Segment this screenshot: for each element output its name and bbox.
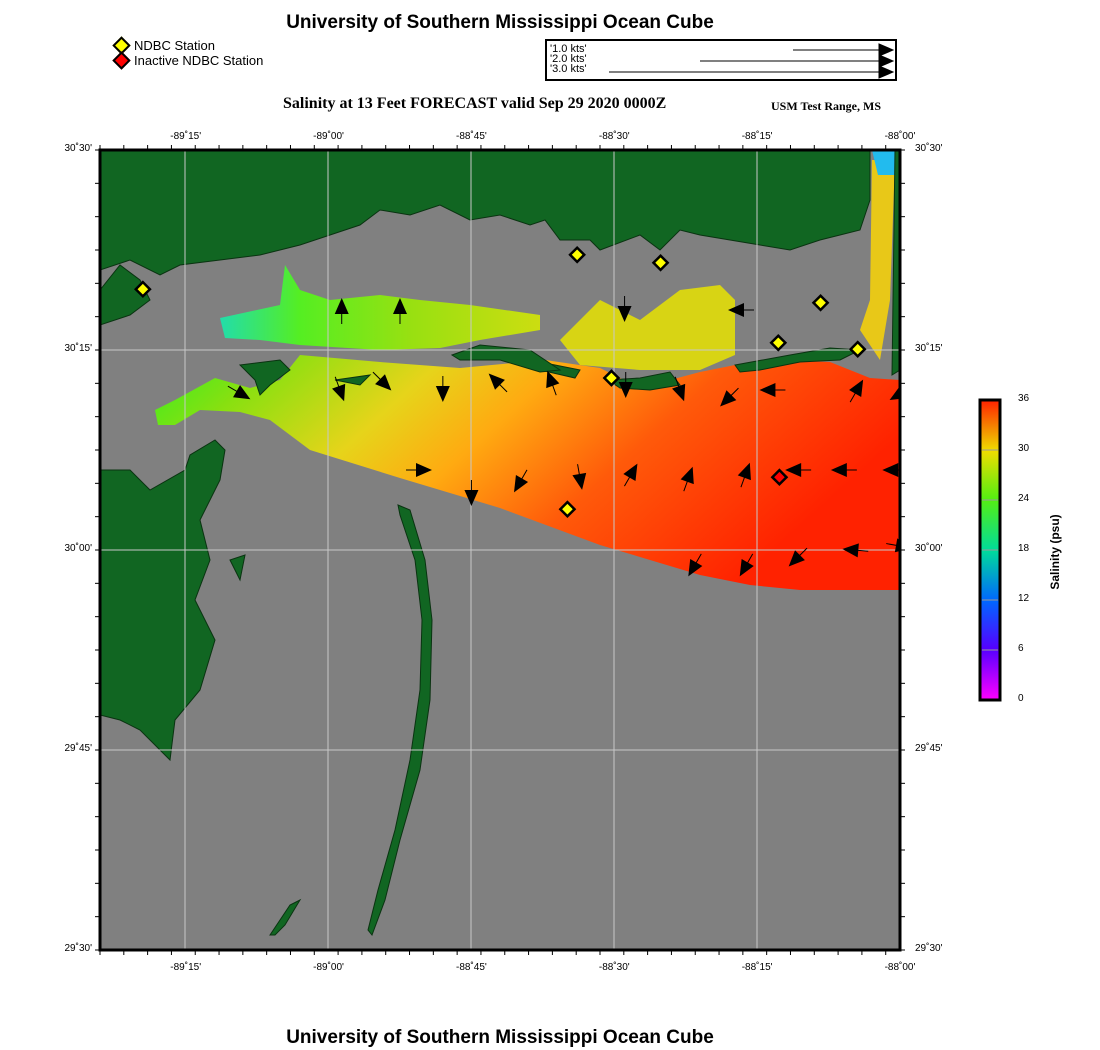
lat-label-right: 30˚30' (915, 143, 943, 154)
current-arrow (334, 298, 349, 324)
lat-label-left: 30˚30' (64, 143, 93, 154)
current-arrow (737, 462, 751, 488)
salinity-field (155, 355, 900, 590)
lat-label-right: 29˚30' (915, 943, 943, 954)
map-subtitle: Salinity at 13 Feet FORECAST valid Sep 2… (283, 95, 667, 112)
current-arrow (785, 463, 812, 477)
current-arrow (393, 298, 407, 324)
ndbc-station-marker[interactable] (769, 333, 788, 352)
colorbar-tick-label: 0 (1018, 693, 1024, 704)
scale-label-2: '2.0 kts' (550, 53, 587, 65)
current-arrow (830, 463, 857, 477)
axis-ticks (95, 145, 905, 955)
lat-label-right: 30˚00' (915, 543, 943, 554)
legend-item-ndbc: NDBC Station (112, 36, 263, 55)
current-arrow (514, 469, 529, 493)
current-arrow (623, 463, 638, 487)
current-arrow (688, 553, 703, 577)
lat-label-left: 29˚45' (64, 743, 93, 754)
ndbc-station-marker[interactable] (568, 245, 586, 264)
legend-item-inactive: Inactive NDBC Station (112, 51, 264, 70)
lat-label-left: 30˚15' (64, 343, 93, 354)
current-arrow (617, 296, 632, 322)
current-arrow (488, 373, 508, 393)
current-arrow (680, 466, 694, 492)
lon-label-top: -89˚15' (170, 131, 202, 142)
lat-label-left: 30˚00' (64, 543, 93, 554)
station-legend: NDBC Station Inactive NDBC Station (112, 36, 264, 70)
colorbar-tick-label: 18 (1018, 543, 1030, 554)
current-arrow (882, 463, 900, 477)
current-arrow (572, 464, 587, 490)
salinity-bay-channel (860, 160, 895, 360)
lon-label-bottom: -88˚30' (598, 962, 630, 973)
lon-label-top: -88˚30' (598, 131, 630, 142)
colorbar-ticks (982, 449, 998, 651)
region-label: USM Test Range, MS (771, 99, 882, 113)
lon-label-bottom: -88˚00' (884, 962, 916, 973)
current-arrow (672, 376, 686, 402)
scale-label-3: '3.0 kts' (550, 63, 587, 75)
colorbar-tick-label: 24 (1018, 493, 1030, 504)
ndbc-station-marker[interactable] (558, 500, 577, 519)
current-arrow (720, 387, 739, 407)
current-arrow (739, 553, 754, 577)
lon-label-top: -89˚00' (313, 131, 344, 142)
current-arrow (332, 376, 346, 402)
scale-arrows (609, 43, 895, 79)
legend-label: NDBC Station (134, 38, 215, 53)
current-arrow (227, 385, 251, 400)
lat-label-right: 30˚15' (915, 343, 943, 354)
inactive-ndbc-station-marker[interactable] (770, 468, 789, 487)
colorbar-title: Salinity (psu) (1048, 514, 1062, 590)
lon-label-bottom: -88˚15' (741, 962, 773, 973)
current-arrow (728, 303, 754, 317)
current-arrow (546, 370, 560, 396)
colorbar-tick-label: 12 (1018, 593, 1030, 604)
ndbc-station-marker[interactable] (848, 340, 867, 359)
stations (134, 245, 867, 519)
lon-label-bottom: -89˚15' (170, 962, 202, 973)
page-title: University of Southern Mississippi Ocean… (286, 12, 714, 33)
current-arrow (759, 383, 786, 397)
current-vectors (227, 296, 900, 577)
page-footer: University of Southern Mississippi Ocean… (286, 1027, 714, 1048)
scale-label-1: '1.0 kts' (550, 43, 587, 55)
lon-label-bottom: -89˚00' (313, 962, 344, 973)
current-arrow (435, 376, 450, 402)
lat-label-right: 29˚45' (915, 743, 943, 754)
current-arrow (372, 371, 392, 391)
colorbar-tick-label: 36 (1018, 393, 1030, 404)
lon-label-top: -88˚00' (884, 131, 916, 142)
current-arrow (849, 379, 864, 403)
ndbc-station-marker[interactable] (602, 369, 621, 387)
salinity-sound (220, 265, 540, 350)
colorbar-tick-label: 30 (1018, 443, 1030, 454)
ndbc-station-marker[interactable] (811, 293, 830, 312)
current-arrow (618, 372, 633, 398)
ndbc-station-marker[interactable] (134, 280, 152, 299)
lat-label-left: 29˚30' (64, 943, 93, 954)
legend-label: Inactive NDBC Station (134, 53, 264, 68)
graticule (100, 150, 900, 950)
lon-label-top: -88˚15' (741, 131, 773, 142)
ndbc-station-marker[interactable] (651, 253, 670, 272)
salinity-mobile-bay (560, 285, 735, 370)
lon-label-bottom: -88˚45' (456, 962, 487, 973)
salinity-bay-top (872, 150, 898, 175)
current-arrow (464, 480, 479, 506)
current-arrow (788, 547, 808, 567)
lon-label-top: -88˚45' (456, 131, 487, 142)
land (100, 150, 900, 937)
current-arrow (889, 385, 900, 400)
vector-scale-legend: '1.0 kts' '2.0 kts' '3.0 kts' (545, 39, 897, 81)
current-arrow (406, 463, 432, 477)
current-arrow (842, 543, 869, 558)
colorbar-tick-label: 6 (1018, 643, 1024, 654)
